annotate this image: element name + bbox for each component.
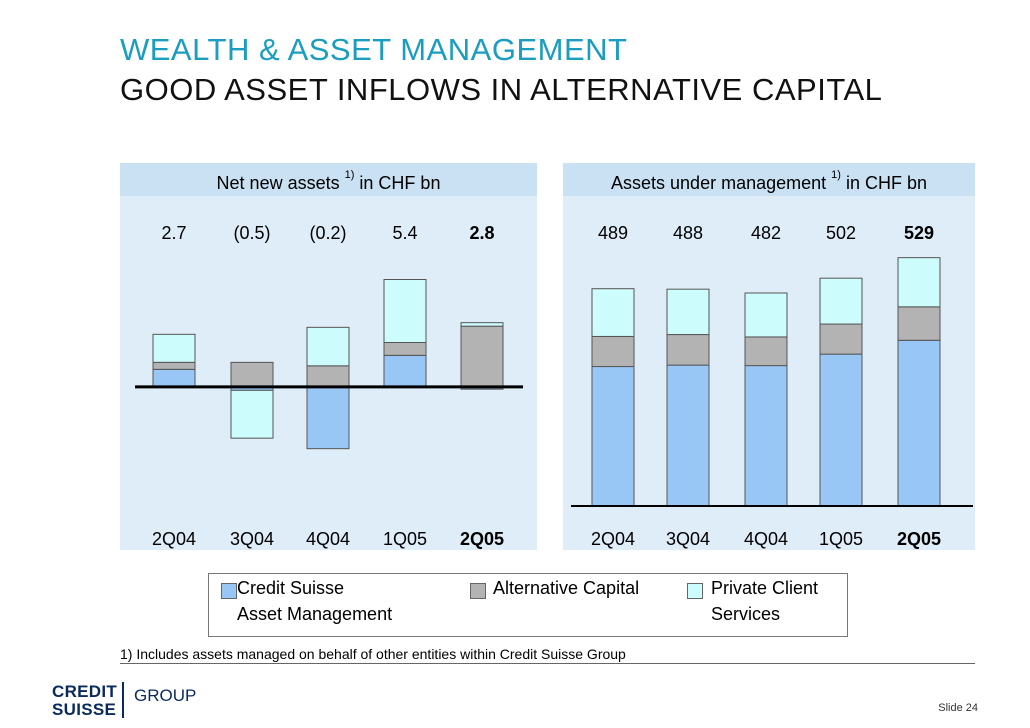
legend-swatch-pcs xyxy=(687,583,703,599)
credit-suisse-logo: CREDIT SUISSE GROUP xyxy=(52,682,202,720)
nna-bar-csam-2q04 xyxy=(152,368,196,388)
nna-chart: 2.7 2Q04 (0.5) 3Q04 (0.2) 4Q04 5.4 1Q05 2.8 2Q05 xyxy=(135,223,523,549)
nna-total-2q04: 2.7 xyxy=(161,223,186,243)
nna-title-footnote-ref: 1) xyxy=(344,169,355,181)
nna-title-suffix: in CHF bn xyxy=(359,173,441,193)
aum-bar-pcs-3q04 xyxy=(666,288,710,336)
nna-bar-pcs-4q04 xyxy=(306,326,350,367)
legend-label-csam-line1: Credit Suisse xyxy=(237,578,345,598)
legend-label-csam-line2: Asset Management xyxy=(237,604,393,624)
nna-total-2q05: 2.8 xyxy=(469,223,494,243)
aum-total-1q05: 502 xyxy=(826,223,856,243)
aum-bar-pcs-2q04 xyxy=(591,288,635,337)
legend-label-alt: Alternative Capital xyxy=(493,578,640,598)
logo-divider xyxy=(122,682,124,718)
nna-bar-csam-4q04 xyxy=(306,386,350,450)
nna-category-2q05: 2Q05 xyxy=(460,529,504,549)
aum-bar-csam-3q04 xyxy=(666,364,710,507)
aum-chart: 489 2Q04 488 3Q04 482 4Q04 502 1Q05 529 2Q05 xyxy=(571,223,973,549)
aum-total-3q04: 488 xyxy=(673,223,703,243)
aum-total-2q04: 489 xyxy=(598,223,628,243)
legend-label-pcs-line1: Private Client xyxy=(711,578,819,598)
slide-title-line2: GOOD ASSET INFLOWS IN ALTERNATIVE CAPITA… xyxy=(120,72,883,107)
nna-bar-alt-2q04 xyxy=(152,361,196,370)
aum-bar-pcs-1q05 xyxy=(819,277,863,325)
nna-total-3q04: (0.5) xyxy=(233,223,270,243)
nna-bar-alt-2q05 xyxy=(460,325,504,388)
nna-bar-pcs-1q05 xyxy=(383,279,427,343)
nna-total-4q04: (0.2) xyxy=(309,223,346,243)
nna-category-4q04: 4Q04 xyxy=(306,529,350,549)
nna-bar-csam-1q05 xyxy=(383,354,427,388)
aum-category-3q04: 3Q04 xyxy=(666,529,710,549)
nna-bar-alt-1q05 xyxy=(383,342,427,356)
aum-bar-alt-1q05 xyxy=(819,323,863,355)
nna-bar-alt-3q04 xyxy=(230,361,274,388)
legend-swatch-csam xyxy=(221,583,237,599)
aum-bar-pcs-4q04 xyxy=(744,292,788,338)
aum-bar-alt-3q04 xyxy=(666,334,710,366)
nna-category-1q05: 1Q05 xyxy=(383,529,427,549)
aum-category-2q04: 2Q04 xyxy=(591,529,635,549)
aum-bar-alt-2q05 xyxy=(897,306,941,341)
nna-bar-pcs-2q05 xyxy=(460,322,504,327)
nna-category-3q04: 3Q04 xyxy=(230,529,274,549)
nna-bar-alt-4q04 xyxy=(306,365,350,388)
aum-bar-pcs-2q05 xyxy=(897,257,941,308)
legend-label-pcs-line2: Services xyxy=(711,604,781,624)
nna-bar-pcs-2q04 xyxy=(152,333,196,363)
logo-line2: SUISSE xyxy=(52,700,117,719)
aum-total-2q05: 529 xyxy=(904,223,934,243)
aum-total-4q04: 482 xyxy=(751,223,781,243)
aum-category-2q05: 2Q05 xyxy=(897,529,941,549)
slide-title-line1: WEALTH & ASSET MANAGEMENT xyxy=(120,32,628,67)
aum-bar-csam-4q04 xyxy=(744,365,788,507)
slide-number: Slide 24 xyxy=(938,702,978,714)
aum-title-footnote-ref: 1) xyxy=(831,169,841,181)
aum-bar-alt-2q04 xyxy=(591,335,635,368)
legend: Credit Suisse Asset Management Alternati… xyxy=(208,573,848,637)
aum-title-prefix: Assets under management xyxy=(611,173,827,193)
logo-line1: CREDIT xyxy=(52,682,118,701)
legend-swatch-alt xyxy=(470,583,486,599)
nna-bar-pcs-3q04 xyxy=(230,389,274,439)
nna-category-2q04: 2Q04 xyxy=(152,529,196,549)
aum-panel-header: Assets under management 1) in CHF bn xyxy=(563,163,975,196)
footnote: 1) Includes assets managed on behalf of … xyxy=(120,646,626,662)
aum-bar-csam-2q05 xyxy=(897,339,941,507)
aum-bar-csam-2q04 xyxy=(591,366,635,507)
aum-bar-csam-1q05 xyxy=(819,353,863,507)
nna-title-prefix: Net new assets xyxy=(216,173,340,193)
aum-category-4q04: 4Q04 xyxy=(744,529,788,549)
aum-category-1q05: 1Q05 xyxy=(819,529,863,549)
logo-group: GROUP xyxy=(134,686,197,705)
footer-divider xyxy=(120,663,975,664)
nna-panel-header: Net new assets 1) in CHF bn xyxy=(120,163,537,196)
nna-total-1q05: 5.4 xyxy=(392,223,417,243)
aum-title-suffix: in CHF bn xyxy=(845,173,927,193)
aum-bar-alt-4q04 xyxy=(744,336,788,367)
